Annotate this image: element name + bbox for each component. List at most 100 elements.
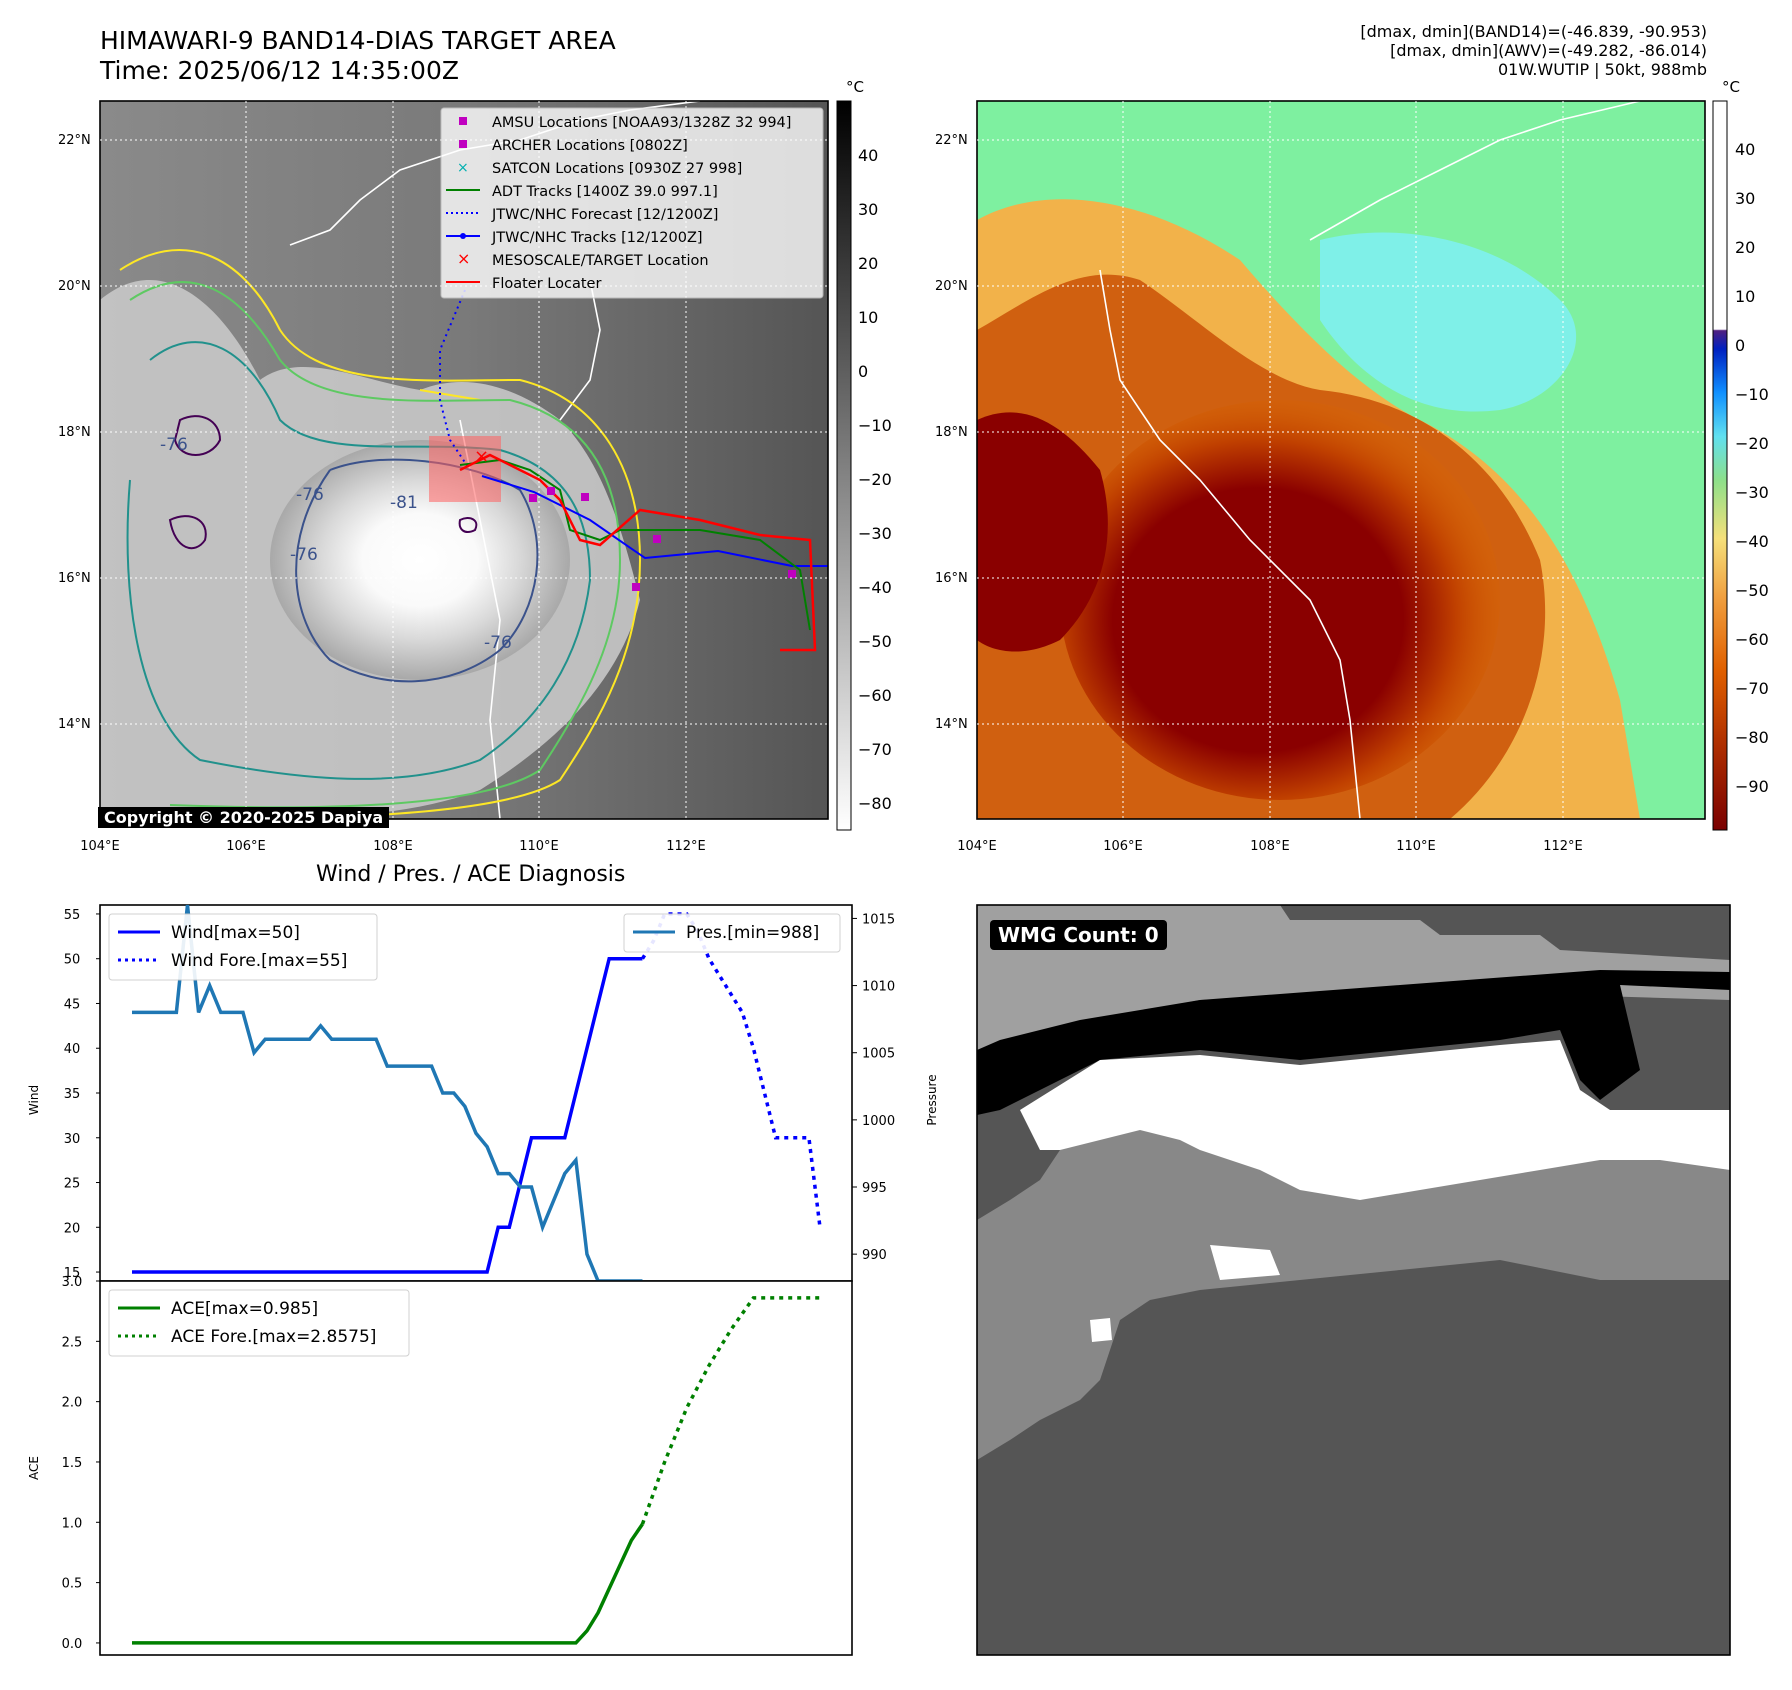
awv-colorbar-unit: °C — [1722, 78, 1740, 96]
lon-label: 108°E — [1250, 839, 1290, 854]
cb-tick: −30 — [858, 524, 892, 543]
cb-tick: 0 — [1735, 336, 1745, 355]
wmg-count-badge: WMG Count: 0 — [990, 920, 1167, 950]
jtwc-forecast-track — [439, 289, 471, 471]
cb-tick: 30 — [1735, 189, 1755, 208]
cb-tick: −40 — [1735, 532, 1769, 551]
title-line-1: HIMAWARI-9 BAND14-DIAS TARGET AREA — [100, 26, 616, 55]
wmg-panel — [976, 904, 1731, 1656]
awv-lon-labels: 104°E 106°E 108°E 110°E 112°E — [957, 839, 1583, 854]
lat-label: 14°N — [935, 717, 968, 732]
amsu-markers — [529, 487, 796, 591]
wind-tick-label: 20 — [64, 1221, 81, 1236]
wind-tick-label: 50 — [64, 953, 81, 968]
wind-pressure-chart: 55 50 45 40 35 30 25 20 15 1015 1010 1005 1000 995 99… — [27, 904, 939, 1283]
legend-amsu: AMSU Locations [NOAA93/1328Z 32 994] — [492, 115, 791, 131]
floater-box — [429, 436, 501, 502]
contour-label: -76 — [296, 485, 324, 505]
svg-text:×: × — [457, 249, 470, 268]
legend-wind-forecast: Wind Fore.[max=55] — [171, 951, 347, 971]
jtwc-track — [481, 475, 828, 567]
cb-tick: 30 — [858, 200, 878, 219]
awv-gridlines — [977, 101, 1705, 819]
ace-tick-label: 0.0 — [62, 1637, 83, 1652]
lat-label: 22°N — [935, 133, 968, 148]
lat-label: 18°N — [58, 425, 91, 440]
legend-ace-forecast: ACE Fore.[max=2.8575] — [171, 1327, 376, 1347]
cb-tick: −40 — [858, 578, 892, 597]
contour-purple — [168, 415, 478, 550]
ace-series-line-0 — [132, 1523, 644, 1645]
awv-coast — [1099, 101, 1641, 819]
cb-tick: −30 — [1735, 483, 1769, 502]
header-info: [dmax, dmin](BAND14)=(-46.839, -90.953) … — [1360, 22, 1707, 79]
pressure-tick-label: 1000 — [862, 1114, 895, 1129]
ace-axis: 3.0 2.5 2.0 1.5 1.0 0.5 0.0 — [62, 1275, 100, 1652]
series-line-2 — [132, 904, 643, 1283]
lon-label: 104°E — [957, 839, 997, 854]
wind-tick-label: 35 — [64, 1087, 81, 1102]
wmg-white-zone — [1020, 1040, 1730, 1200]
ir-lat-labels: 22°N 20°N 18°N 16°N 14°N — [58, 133, 91, 732]
contour-label: -76 — [484, 633, 512, 653]
awv-frame — [976, 100, 1706, 820]
wind-tick-label: 15 — [64, 1266, 81, 1281]
wmg-frame — [976, 904, 1731, 1656]
pressure-tick-label: 995 — [862, 1181, 887, 1196]
ir-map-panel: × 22°N 20°N 18°N 16°N 14°N 104°E 106°E 1… — [58, 78, 892, 854]
ace-tick-label: 3.0 — [62, 1275, 83, 1290]
ace-axis-label: ACE — [27, 1456, 41, 1480]
contour-labels: -76 -76 -81 -76 -76 — [160, 435, 512, 653]
cb-tick: −50 — [1735, 581, 1769, 600]
cb-tick: −90 — [1735, 777, 1769, 796]
target-x-marker: × — [474, 446, 489, 467]
ir-legend: AMSU Locations [NOAA93/1328Z 32 994] ARC… — [440, 107, 824, 299]
pressure-tick-label: 1010 — [862, 980, 895, 995]
wmg-white-patch — [1090, 1245, 1280, 1342]
cb-tick: −20 — [1735, 434, 1769, 453]
ace-chart: 3.0 2.5 2.0 1.5 1.0 0.5 0.0 ACE ACE[max=0.985]… — [27, 1275, 853, 1656]
legend-pressure: Pres.[min=988] — [686, 923, 819, 943]
legend-archer: ARCHER Locations [0802Z] — [492, 138, 688, 154]
lat-label: 18°N — [935, 425, 968, 440]
legend-jtwc-forecast: JTWC/NHC Forecast [12/1200Z] — [491, 207, 718, 223]
pressure-legend: Pres.[min=988] — [623, 913, 841, 953]
lon-label: 108°E — [373, 839, 413, 854]
pressure-tick-label: 990 — [862, 1248, 887, 1263]
pressure-axis-label: Pressure — [925, 1074, 939, 1125]
ir-colorbar-unit: °C — [846, 78, 864, 96]
cb-tick: −70 — [858, 740, 892, 759]
awv-map-panel: 22°N 20°N 18°N 16°N 14°N 104°E 106°E 108… — [935, 78, 1769, 854]
awv-core — [1060, 400, 1500, 800]
info-line-1: [dmax, dmin](BAND14)=(-46.839, -90.953) — [1360, 22, 1707, 41]
cb-tick: −10 — [858, 416, 892, 435]
ace-tick-label: 1.0 — [62, 1516, 83, 1531]
lon-label: 106°E — [226, 839, 266, 854]
cb-tick: −60 — [1735, 630, 1769, 649]
ir-frame — [99, 100, 829, 820]
ace-series-group — [132, 1296, 820, 1645]
awv-colorbar-ticks: 40 30 20 10 0 −10 −20 −30 −40 −50 −60 −7… — [1735, 140, 1769, 796]
wmg-mid-gray — [977, 1080, 1730, 1460]
lat-label: 14°N — [58, 717, 91, 732]
wind-tick-label: 30 — [64, 1132, 81, 1147]
copyright-badge: Copyright © 2020-2025 Dapiya — [98, 807, 390, 828]
lat-label: 20°N — [58, 279, 91, 294]
pressure-tick-label: 1005 — [862, 1047, 895, 1062]
wmg-black-band — [977, 970, 1730, 1115]
awv-colorbar — [1712, 100, 1728, 831]
ace-tick-label: 2.5 — [62, 1335, 83, 1350]
lon-label: 112°E — [1543, 839, 1583, 854]
contour-label: -76 — [160, 435, 188, 455]
cb-tick: 10 — [1735, 287, 1755, 306]
legend-wind: Wind[max=50] — [171, 923, 300, 943]
cb-tick: −80 — [1735, 728, 1769, 747]
legend-satcon: SATCON Locations [0930Z 27 998] — [492, 161, 742, 177]
contour-green — [129, 281, 622, 809]
cb-tick: −10 — [1735, 385, 1769, 404]
wind-tick-label: 25 — [64, 1177, 81, 1192]
info-line-2: [dmax, dmin](AWV)=(-49.282, -86.014) — [1390, 41, 1707, 60]
cb-tick: −50 — [858, 632, 892, 651]
ace-tick-label: 2.0 — [62, 1396, 83, 1411]
